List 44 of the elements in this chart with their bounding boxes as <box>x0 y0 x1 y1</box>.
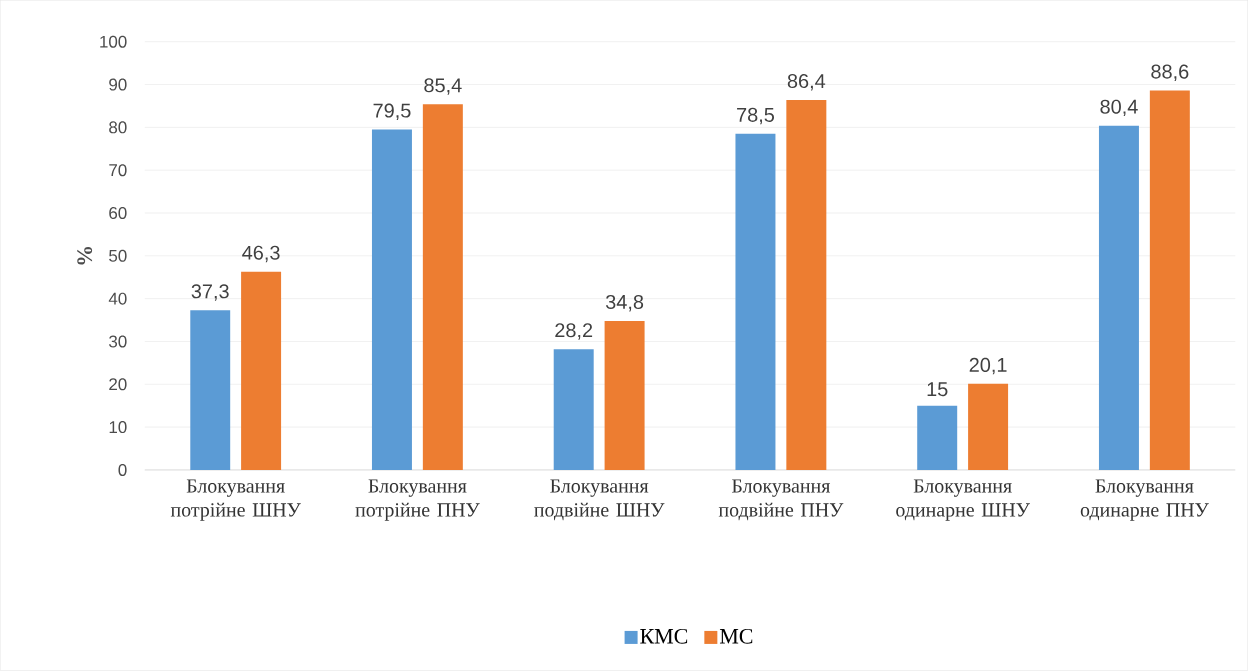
y-tick-label: 10 <box>109 421 127 434</box>
data-label: 85,4 <box>424 78 462 95</box>
x-tick-label: Блокування подвійне ПНУ <box>718 479 844 521</box>
y-tick-label: 40 <box>108 292 127 305</box>
data-label: 79,5 <box>373 103 411 121</box>
y-tick-label: 50 <box>109 249 127 262</box>
bar <box>371 129 412 471</box>
bar <box>553 349 594 471</box>
data-label: 37,3 <box>191 284 229 301</box>
bar <box>735 133 776 471</box>
bar <box>604 321 645 471</box>
data-label: 34,8 <box>605 295 644 312</box>
bar <box>786 100 827 471</box>
x-tick-label: Блокування потрійне ШНУ <box>170 479 301 521</box>
data-label: 78,5 <box>737 107 775 125</box>
data-label: 15 <box>927 382 948 397</box>
bar <box>1149 90 1190 471</box>
data-label: 28,2 <box>555 323 593 340</box>
y-tick-label: 60 <box>109 207 127 220</box>
legend-label: КМС <box>640 629 688 644</box>
y-tick-label: 20 <box>109 378 127 391</box>
data-label: 20,1 <box>969 358 1007 375</box>
y-tick-label: 0 <box>118 464 127 477</box>
x-tick-label: Блокування одинарне ПНУ <box>1080 479 1209 521</box>
x-tick-label: Блокування потрійне ПНУ <box>355 479 480 521</box>
bar <box>917 405 958 471</box>
y-tick-label: 30 <box>109 335 127 348</box>
y-tick-label: 80 <box>109 121 127 134</box>
x-tick-label: Блокування подвійне ШНУ <box>534 479 665 521</box>
x-tick-label: Блокування одинарне ШНУ <box>896 479 1030 521</box>
y-tick-label: 70 <box>109 164 127 177</box>
y-axis-title: % <box>77 247 93 265</box>
y-tick-label: 100 <box>100 35 127 48</box>
data-label: 86,4 <box>787 74 826 91</box>
y-tick-label: 90 <box>109 78 127 91</box>
bar <box>422 104 463 471</box>
bar <box>190 310 231 471</box>
legend-label: МС <box>719 629 753 644</box>
data-label: 88,6 <box>1151 64 1189 82</box>
bar <box>1098 125 1139 471</box>
bar <box>968 383 1009 471</box>
data-label: 80,4 <box>1100 99 1138 117</box>
bar <box>241 271 282 471</box>
data-label: 46,3 <box>242 245 280 263</box>
